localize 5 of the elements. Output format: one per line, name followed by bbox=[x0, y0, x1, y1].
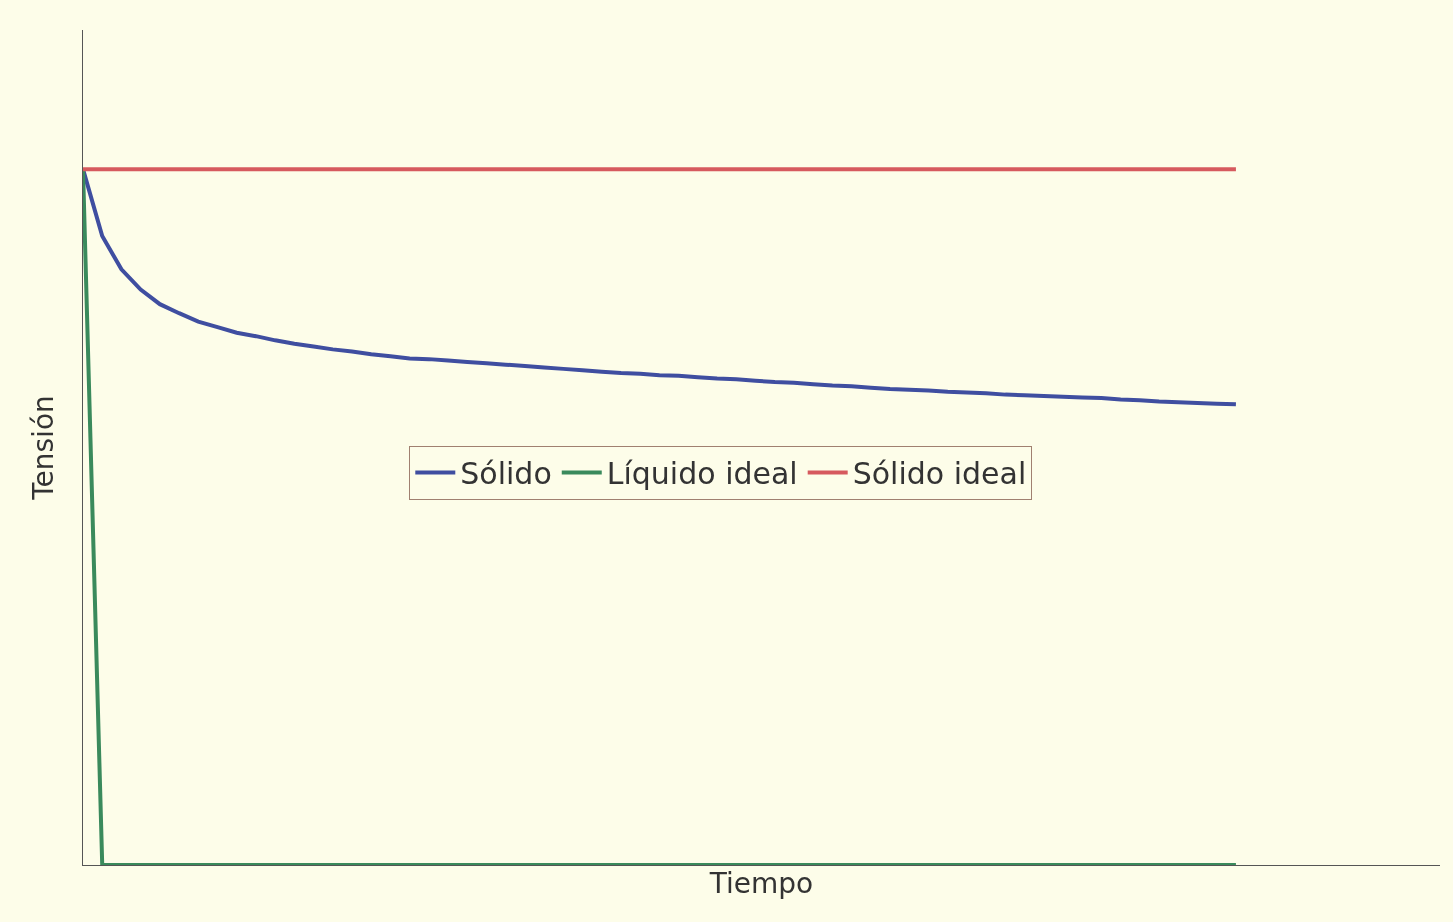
legend-label: Sólido bbox=[460, 456, 552, 492]
legend-label: Líquido ideal bbox=[606, 456, 798, 492]
y-axis-title: Tensión bbox=[26, 395, 60, 501]
legend-label: Sólido ideal bbox=[852, 456, 1027, 492]
x-axis-title: Tiempo bbox=[708, 866, 814, 900]
